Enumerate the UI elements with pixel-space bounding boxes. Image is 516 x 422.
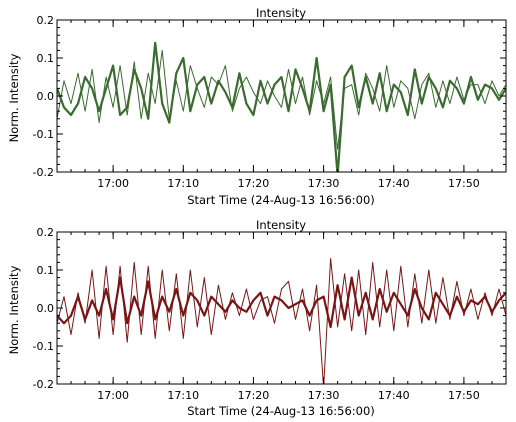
- bottom-panel-xtick-label: 17:20: [238, 389, 270, 402]
- top-panel-ytick-label: 0.1: [37, 52, 55, 65]
- top-panel-series-thin-line: [57, 49, 506, 150]
- top-panel-ytick-label: -0.1: [33, 128, 54, 141]
- top-panel-xtick-label: 17:30: [308, 177, 340, 190]
- bottom-panel-series-group: [57, 258, 506, 384]
- top-panel-xlabel: Start Time (24-Aug-13 16:56:00): [187, 193, 375, 207]
- top-panel-xtick-label: 17:50: [448, 177, 480, 190]
- top-panel-ytick-label: 0.2: [37, 14, 55, 27]
- top-panel-series-group: [57, 41, 506, 172]
- bottom-panel-ytick-label: 0.1: [37, 264, 55, 277]
- bottom-panel-xtick-label: 17:30: [308, 389, 340, 402]
- top-panel-xtick-label: 17:20: [238, 177, 270, 190]
- top-panel-ytick-label: -0.2: [33, 166, 54, 179]
- bottom-panel-ytick-label: 0.0: [37, 302, 55, 315]
- bottom-panel-xtick-label: 17:10: [167, 389, 199, 402]
- bottom-panel-xtick-label: 17:40: [378, 389, 410, 402]
- top-panel-xtick-label: 17:00: [97, 177, 129, 190]
- bottom-panel-series-thin-line: [57, 258, 506, 384]
- bottom-panel-xlabel: Start Time (24-Aug-13 16:56:00): [187, 404, 375, 418]
- top-intensity-panel: Intensity Norm. Intensity Start Time (24…: [7, 6, 507, 207]
- bottom-panel-title: Intensity: [256, 218, 306, 232]
- top-panel-title: Intensity: [256, 6, 306, 20]
- bottom-panel-ytick-label: -0.1: [33, 340, 54, 353]
- top-panel-ylabel: Norm. Intensity: [7, 53, 21, 142]
- top-panel-xtick-label: 17:40: [378, 177, 410, 190]
- bottom-panel-ytick-label: -0.2: [33, 378, 54, 391]
- bottom-intensity-panel: Intensity Norm. Intensity Start Time (24…: [7, 218, 507, 418]
- bottom-panel-ytick-label: 0.2: [37, 226, 55, 239]
- bottom-panel-xtick-label: 17:50: [448, 389, 480, 402]
- top-panel-xtick-label: 17:10: [167, 177, 199, 190]
- bottom-panel-series-thick-line: [57, 276, 506, 329]
- top-panel-ytick-label: 0.0: [37, 90, 55, 103]
- bottom-panel-xtick-label: 17:00: [97, 389, 129, 402]
- bottom-panel-ylabel: Norm. Intensity: [7, 265, 21, 354]
- top-panel-series-thick-line: [57, 41, 506, 172]
